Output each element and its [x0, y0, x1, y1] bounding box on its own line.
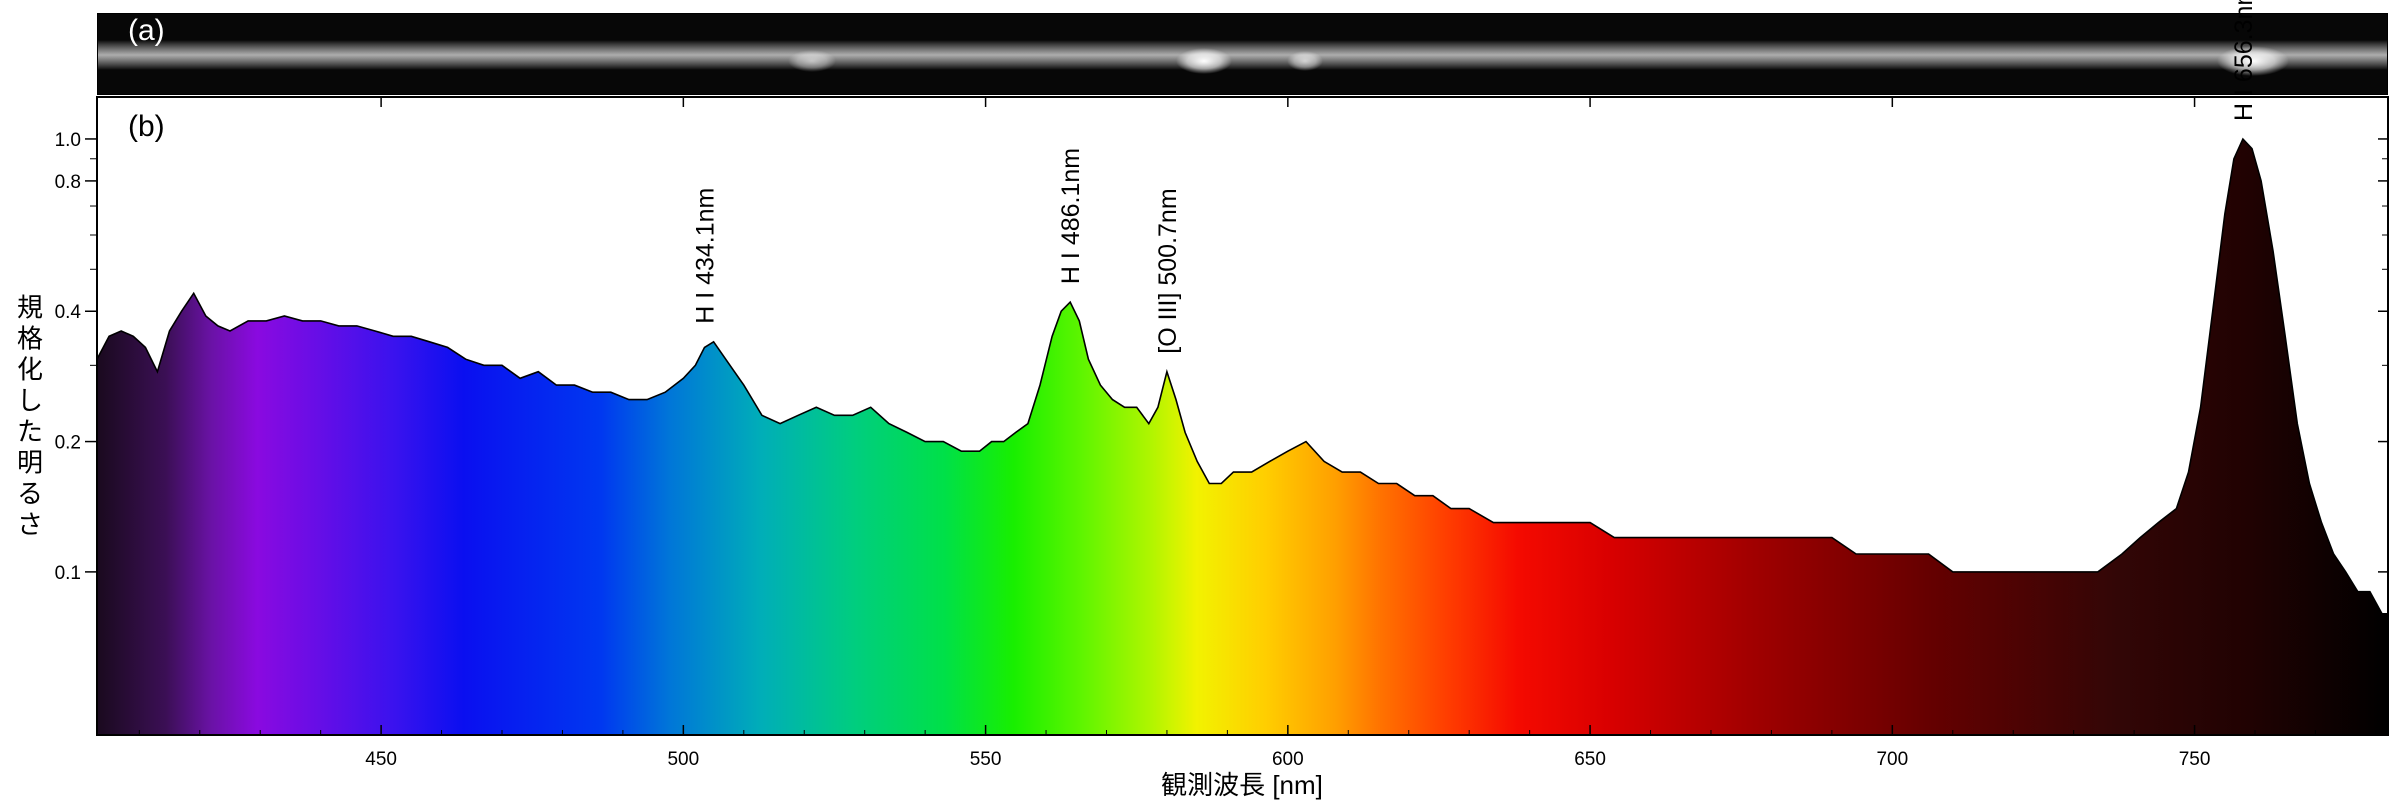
emission-line-label-0: H I 434.1nm	[692, 188, 720, 324]
x-tick-label-500: 500	[667, 749, 699, 770]
x-tick-label-650: 650	[1574, 749, 1606, 770]
y-axis: 0.1 0.2 0.4 0.8 1.0	[55, 130, 2388, 584]
spectrum-trace-band	[97, 40, 2388, 70]
x-axis-title: 観測波長 [nm]	[1161, 770, 1323, 800]
y-tick-label-0.4: 0.4	[55, 302, 82, 323]
y-axis-title-char: 化	[17, 355, 43, 385]
spectrum-area	[97, 139, 2388, 735]
x-tick-label-750: 750	[2179, 749, 2211, 770]
y-axis-title-char: 規	[17, 293, 43, 323]
y-tick-label-1: 1.0	[55, 130, 81, 151]
emission-line-label-1: H I 486.1nm	[1057, 148, 1085, 284]
spectrum-line	[97, 137, 2388, 615]
panel-b-label: (b)	[128, 110, 165, 143]
y-tick-label-0.8: 0.8	[55, 172, 81, 193]
emission-blob-486	[1176, 48, 1232, 74]
x-axis: 450 500 550 600 650 700 750	[138, 97, 2377, 770]
emission-line-label-2: [O III] 500.7nm	[1154, 188, 1182, 353]
y-axis-title-char: さ	[17, 510, 43, 540]
y-axis-title-char: 明	[17, 448, 43, 478]
emission-blob-656	[2217, 46, 2289, 76]
x-tick-label-550: 550	[970, 749, 1002, 770]
panel-b: 450 500 550 600 650 700 750 0.1 0.2 0.4 0.8 1.0 H …	[55, 0, 2389, 800]
x-tick-label-700: 700	[1876, 749, 1908, 770]
panel-a	[97, 13, 2388, 95]
y-axis-title-char: る	[17, 479, 43, 509]
y-tick-label-0.2: 0.2	[55, 433, 81, 454]
emission-blob-500	[1287, 51, 1323, 71]
y-axis-title-char: た	[17, 417, 43, 447]
y-tick-label-0.1: 0.1	[55, 563, 81, 584]
plot-frame	[96, 96, 2389, 736]
y-axis-title-char: 格	[17, 324, 43, 354]
x-tick-label-450: 450	[365, 749, 397, 770]
x-tick-label-600: 600	[1272, 749, 1304, 770]
panel-a-label: (a)	[128, 14, 165, 47]
emission-blob-434	[788, 50, 836, 72]
emission-line-label-3: H I 656.3nm	[2230, 0, 2258, 121]
emission-line-labels: H I 434.1nm H I 486.1nm [O III] 500.7nm H I…	[692, 0, 2258, 354]
y-axis-title-char: し	[17, 386, 43, 416]
